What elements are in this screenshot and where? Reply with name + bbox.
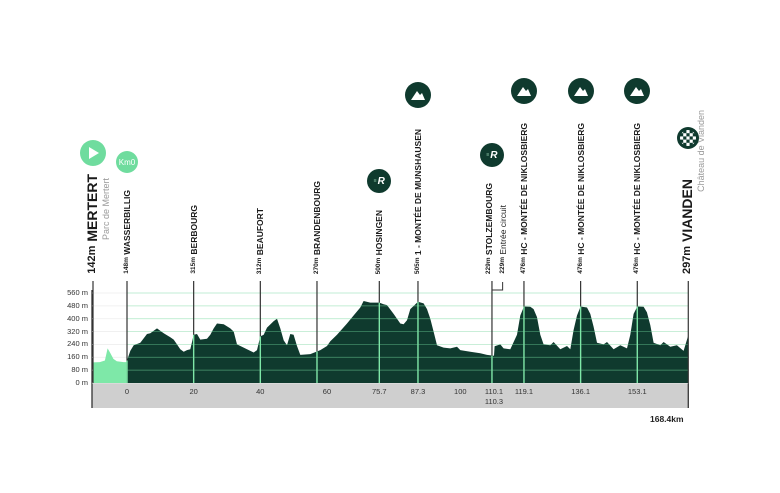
- x-tick-label: 75.7: [371, 387, 387, 396]
- x-tick-label-extra: 110.3: [484, 397, 504, 406]
- waypoint-name: STOLZEMBOURG: [483, 182, 494, 255]
- waypoint-altitude: 312m: [256, 257, 264, 274]
- mountain-icon: [404, 82, 431, 108]
- waypoint-label: 270m BRANDENBOURG: [312, 181, 322, 276]
- waypoint-name: Entrée circuit: [497, 205, 508, 255]
- waypoint-label: 312m BEAUFORT: [255, 208, 265, 276]
- waypoint-name: VIANDEN: [678, 178, 695, 242]
- x-tick-label: 87.3: [410, 387, 426, 396]
- waypoint-altitude: 142m: [85, 245, 98, 274]
- sprint-letter: R: [377, 175, 385, 187]
- waypoint-altitude: 148m: [123, 257, 130, 274]
- waypoint-altitude: 500m: [375, 257, 383, 274]
- waypoint-name: 1 - MONTÉE DE MUNSHAUSEN: [412, 128, 423, 255]
- waypoint-name: HC - MONTÉE DE NIKLOSBIERG: [518, 123, 529, 255]
- start-flag-icon: [80, 140, 106, 166]
- y-tick-label: 240 m: [67, 339, 88, 349]
- waypoint-name: HC - MONTÉE DE NIKLOSBIERG: [632, 123, 643, 255]
- km0-icon: Km0: [116, 151, 138, 173]
- waypoint-label: 476m HC - MONTÉE DE NIKLOSBIERG: [632, 123, 642, 276]
- waypoint-label: 476m HC - MONTÉE DE NIKLOSBIERG: [576, 123, 586, 276]
- y-tick-label: 80 m: [71, 365, 88, 375]
- waypoint-name: HOSINGEN: [374, 209, 385, 255]
- x-tick-label: 110.1: [484, 387, 504, 396]
- sprint-letter: R: [490, 149, 498, 161]
- sprint-icon: ≡ R: [479, 143, 504, 167]
- waypoint-name: BERBOURG: [188, 205, 199, 255]
- waypoint-altitude: 505m: [413, 257, 421, 274]
- mountain-icon: [624, 78, 651, 104]
- sprint-icon: ≡ R: [367, 169, 392, 193]
- x-tick-label: 153.1: [627, 387, 647, 396]
- waypoint-label: 229m Entrée circuit: [498, 205, 508, 276]
- neutral-profile-area: [93, 348, 127, 383]
- waypoint-altitude: 476m: [576, 257, 584, 274]
- x-tick-label: 20: [189, 387, 198, 396]
- x-tick-label: 40: [256, 387, 265, 396]
- mountain-icon: [510, 78, 537, 104]
- waypoint-label: 142m MERTERT: [83, 174, 100, 276]
- waypoint-label: 148m WASSERBILLIG: [122, 190, 132, 276]
- waypoint-altitude: 270m: [312, 257, 320, 274]
- circuit-bracket: [491, 282, 504, 291]
- y-tick-label: 480 m: [67, 300, 88, 310]
- waypoint-name: BRANDENBOURG: [311, 180, 322, 255]
- y-tick-label: 0 m: [75, 378, 88, 387]
- x-tick-label: 0: [124, 387, 130, 396]
- y-tick-label: 320 m: [67, 326, 88, 336]
- waypoint-name: MERTERT: [83, 174, 100, 242]
- y-tick-label: 160 m: [67, 352, 88, 362]
- x-tick-label: 60: [322, 387, 332, 396]
- waypoint-label: 315m BERBOURG: [189, 205, 199, 276]
- race-profile-area: [127, 301, 689, 383]
- waypoint-altitude: 315m: [189, 257, 197, 274]
- waypoint-altitude: 476m: [633, 257, 641, 274]
- x-axis-band: [92, 383, 689, 408]
- waypoint-subtitle: Château de Vianden: [696, 110, 707, 192]
- waypoint-name: HC - MONTÉE DE NIKLOSBIERG: [575, 123, 586, 255]
- waypoint-subtitle: Parc de Mertert: [101, 177, 111, 240]
- waypoint-altitude: 229m: [484, 257, 492, 274]
- x-tick-label: 119.1: [514, 387, 534, 396]
- waypoint-label: 476m HC - MONTÉE DE NIKLOSBIERG: [519, 123, 529, 276]
- waypoint-altitude: 476m: [519, 257, 527, 274]
- waypoint-name: BEAUFORT: [255, 207, 266, 255]
- finish-flag-icon: [677, 127, 700, 149]
- y-tick-label: 560 m: [67, 288, 88, 297]
- y-tick-label: 400 m: [67, 313, 88, 323]
- waypoint-label: 505m 1 - MONTÉE DE MUNSHAUSEN: [413, 129, 423, 276]
- total-distance: 168.4km: [650, 414, 684, 424]
- waypoint-name: WASSERBILLIG: [122, 190, 132, 255]
- mountain-icon: [567, 78, 594, 104]
- x-tick-label: 100: [454, 387, 467, 396]
- waypoint-altitude: 229m: [498, 257, 506, 274]
- waypoint-label: 500m HOSINGEN: [374, 210, 384, 276]
- waypoint-altitude: 297m: [680, 245, 693, 274]
- x-tick-label: 136.1: [571, 387, 590, 396]
- waypoint-label: 229m STOLZEMBOURG: [484, 183, 494, 276]
- waypoint-label: 297m VIANDEN: [678, 178, 695, 276]
